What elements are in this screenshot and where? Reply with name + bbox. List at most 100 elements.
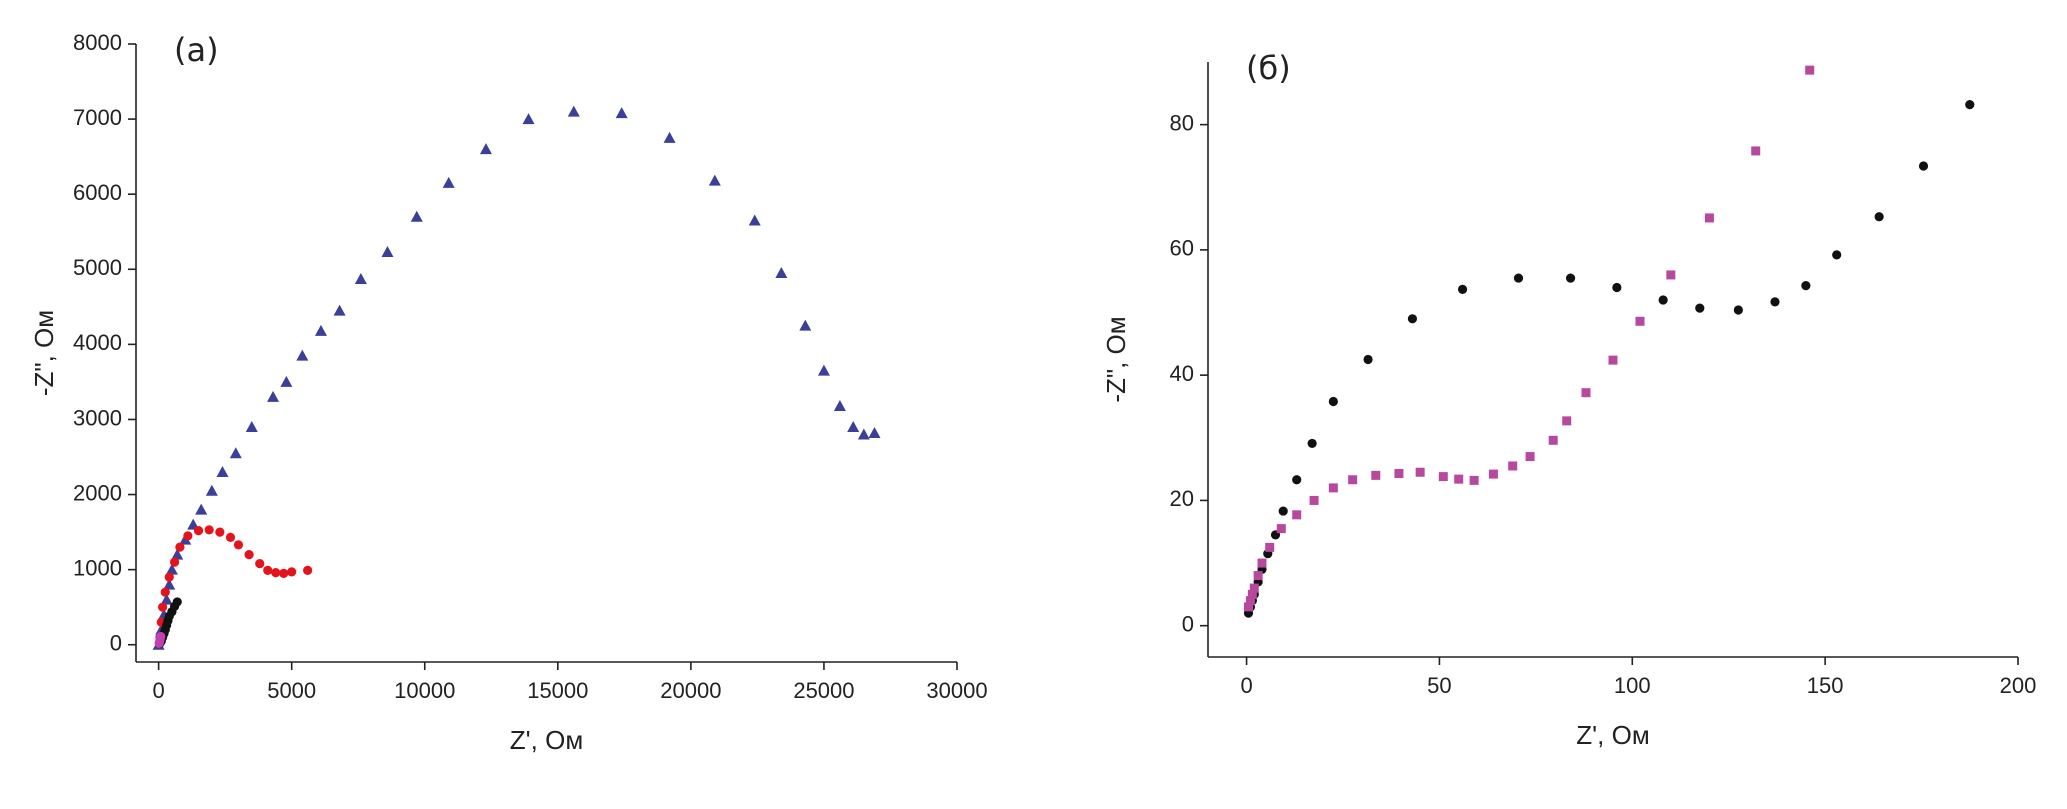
- point: [195, 503, 208, 515]
- point: [233, 540, 244, 550]
- point: [1348, 475, 1358, 485]
- point: [1245, 596, 1255, 606]
- point: [229, 447, 242, 459]
- point: [1407, 314, 1418, 324]
- point: [271, 568, 281, 578]
- point: [567, 105, 580, 117]
- point: [1292, 475, 1302, 485]
- y-tick-label: 5000: [73, 255, 122, 280]
- x-tick-label: 150: [1807, 673, 1844, 698]
- point: [847, 420, 860, 432]
- x-axis-label: Z', Ом: [510, 725, 583, 755]
- point: [245, 420, 258, 432]
- point: [708, 174, 721, 186]
- point: [1565, 273, 1576, 283]
- point: [1513, 273, 1524, 283]
- x-tick-label: 20000: [660, 678, 721, 703]
- point: [1666, 270, 1676, 280]
- point: [1608, 355, 1618, 365]
- x-tick-label: 200: [2000, 673, 2037, 698]
- point: [1257, 558, 1267, 568]
- point: [160, 593, 173, 605]
- y-tick-label: 0: [1182, 611, 1194, 636]
- point: [175, 542, 185, 552]
- x-axis-label: Z', Ом: [1576, 720, 1649, 750]
- point: [1695, 303, 1705, 313]
- y-tick-label: 6000: [73, 180, 122, 205]
- point: [1276, 524, 1286, 534]
- y-tick-label: 8000: [73, 30, 122, 55]
- point: [171, 548, 184, 560]
- panel-label: (б): [1246, 49, 1291, 87]
- x-tick-label: 100: [1614, 673, 1651, 698]
- point: [479, 143, 492, 155]
- point: [1801, 280, 1811, 291]
- point: [314, 324, 327, 336]
- point: [817, 364, 830, 376]
- point: [663, 131, 676, 143]
- point: [868, 426, 881, 438]
- point: [303, 565, 313, 575]
- x-tick-label: 10000: [394, 678, 455, 703]
- point: [1438, 472, 1448, 482]
- point: [287, 567, 297, 577]
- point: [522, 113, 535, 125]
- point: [1415, 467, 1425, 477]
- point: [1247, 589, 1257, 599]
- point: [1394, 468, 1404, 478]
- point: [775, 267, 788, 279]
- point: [1454, 474, 1464, 484]
- y-tick-label: 7000: [73, 105, 122, 130]
- point: [1328, 396, 1338, 407]
- y-axis-label: -Z", Ом: [1101, 316, 1131, 402]
- point: [1658, 295, 1668, 305]
- y-tick-label: 0: [110, 631, 122, 656]
- point: [163, 578, 176, 590]
- point: [244, 550, 254, 560]
- point: [799, 319, 812, 331]
- point: [410, 210, 423, 222]
- point: [1635, 316, 1645, 326]
- point: [225, 532, 236, 542]
- point: [1363, 354, 1373, 365]
- point: [1292, 510, 1302, 520]
- x-tick-label: 15000: [527, 678, 588, 703]
- point: [1733, 305, 1743, 315]
- point: [1525, 452, 1535, 462]
- y-axis-label: -Z", Ом: [29, 310, 59, 396]
- point: [1770, 297, 1780, 307]
- point: [215, 527, 225, 537]
- x-tick-label: 30000: [926, 678, 987, 703]
- point: [1488, 469, 1498, 479]
- point: [1371, 470, 1381, 480]
- point: [857, 428, 870, 440]
- point: [263, 565, 273, 575]
- x-tick-label: 5000: [267, 678, 316, 703]
- point: [1965, 99, 1975, 110]
- y-tick-label: 80: [1170, 110, 1194, 135]
- point: [255, 559, 265, 569]
- point: [169, 557, 180, 567]
- point: [1328, 483, 1338, 493]
- point: [1249, 583, 1259, 593]
- point: [1704, 213, 1714, 223]
- point: [193, 525, 204, 536]
- y-tick-label: 1000: [73, 555, 122, 580]
- y-tick-label: 2000: [73, 480, 122, 505]
- point: [748, 214, 761, 226]
- point: [354, 273, 367, 285]
- y-tick-label: 40: [1170, 361, 1194, 386]
- point: [279, 568, 289, 578]
- point: [1832, 250, 1842, 260]
- point: [280, 375, 293, 387]
- point: [1918, 161, 1929, 171]
- point: [381, 246, 394, 258]
- point: [183, 531, 193, 541]
- y-tick-label: 3000: [73, 405, 122, 430]
- point: [1469, 475, 1479, 485]
- point: [158, 602, 168, 612]
- point: [1508, 461, 1518, 471]
- point: [160, 587, 170, 597]
- point: [267, 390, 280, 402]
